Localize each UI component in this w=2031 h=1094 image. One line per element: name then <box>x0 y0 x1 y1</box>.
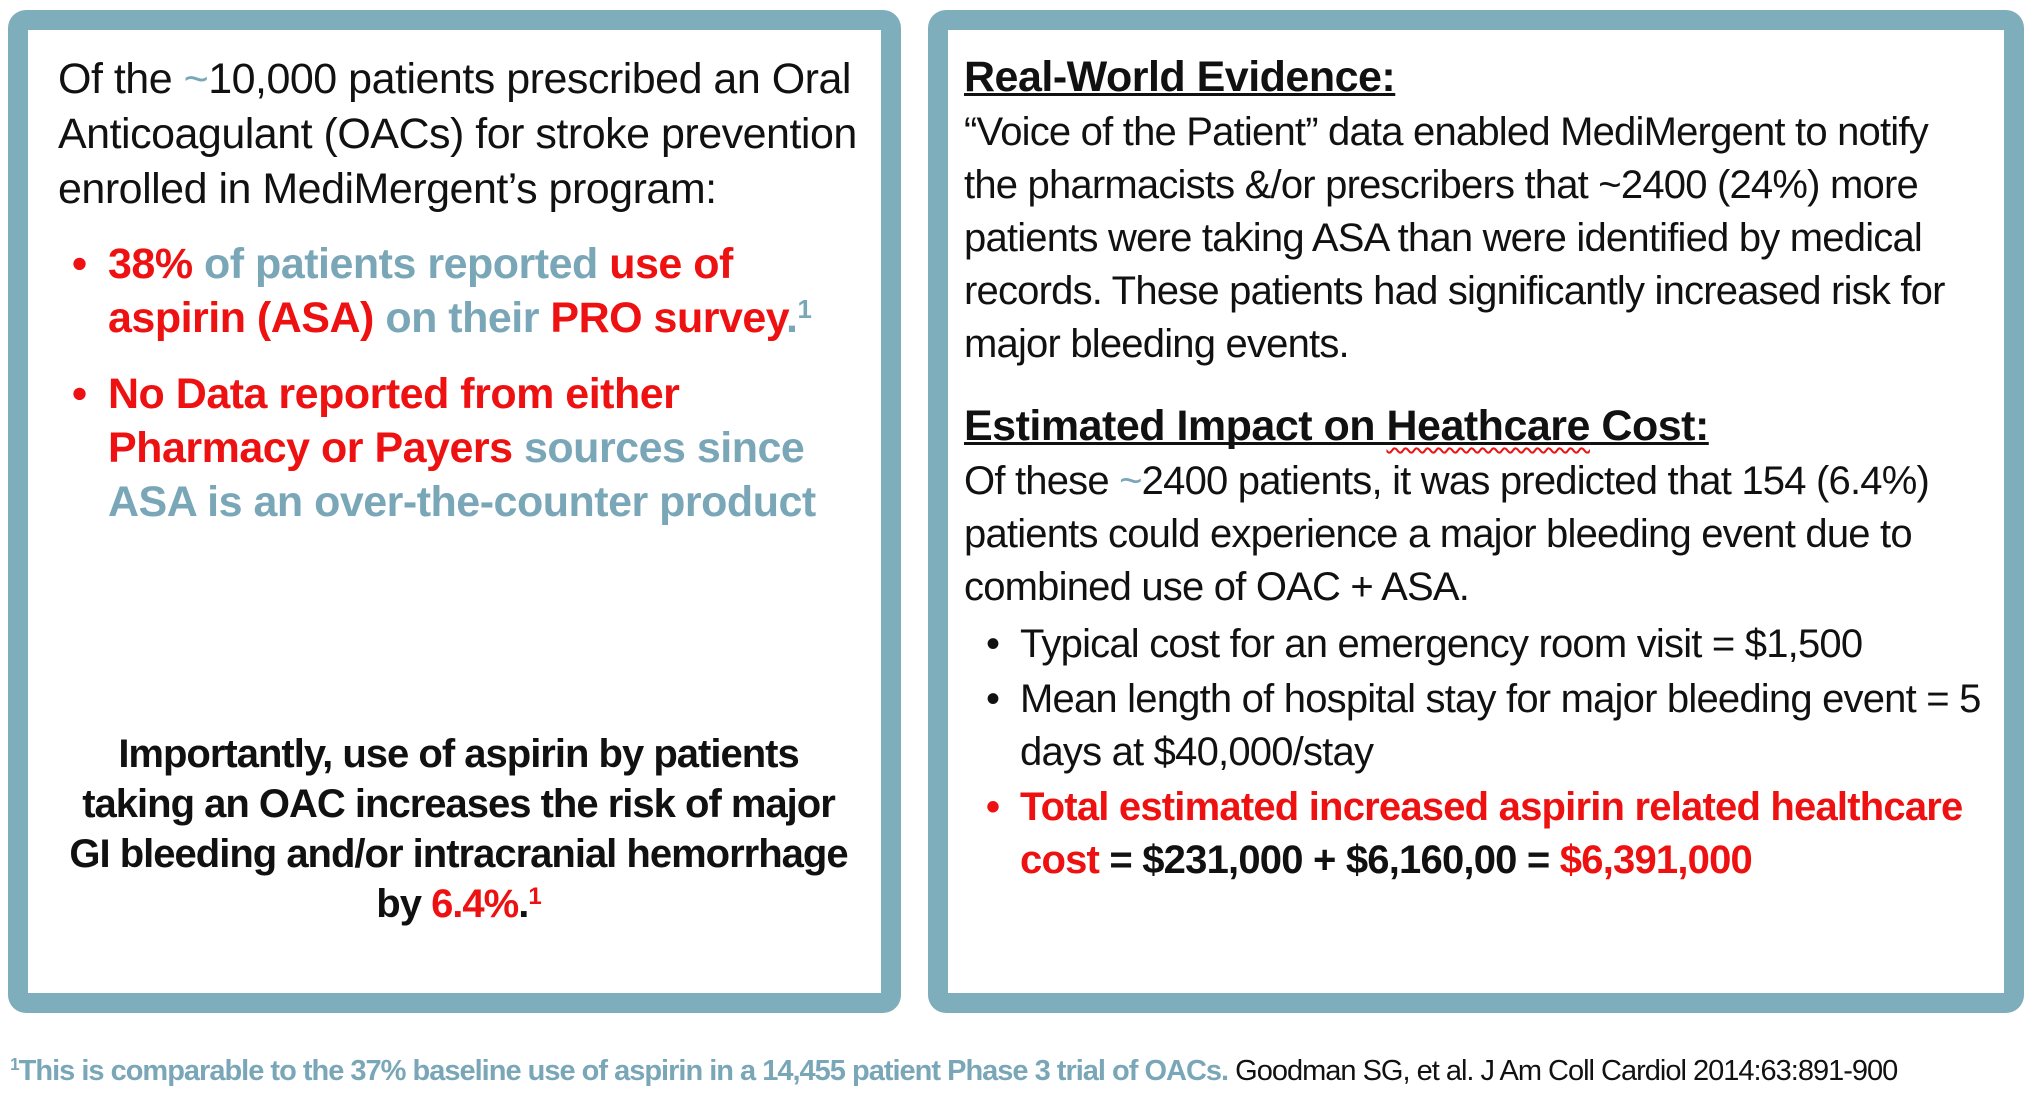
approx-tilde: ~ <box>1119 459 1142 503</box>
section-estimated-impact: Estimated Impact on Heathcare Cost: Of t… <box>964 399 1984 887</box>
left-panel: Of the ~10,000 patients prescribed an Or… <box>8 10 901 1013</box>
right-panel: Real-World Evidence: “Voice of the Patie… <box>928 10 2024 1013</box>
footnote-lead-text: This is comparable to the 37% baseline u… <box>18 1055 1229 1087</box>
bullet-icon: • <box>986 677 1000 721</box>
footnote-marker: 1 <box>10 1054 20 1075</box>
section-heading-real-world-evidence: Real-World Evidence: <box>964 53 1396 101</box>
total-cost-label: Total estimated increased aspirin relate… <box>1020 785 1963 882</box>
approx-tilde: ~ <box>183 55 209 103</box>
heading-segment-misspelled: Heathcare <box>1386 402 1590 450</box>
bullet-item-total-cost: • Total estimated increased aspirin relat… <box>986 781 1984 887</box>
section-heading-estimated-impact: Estimated Impact on Heathcare Cost: <box>964 399 1984 453</box>
footnote-marker: 1 <box>797 295 812 324</box>
bullet-item-hospital-stay: • Mean length of hospital stay for major … <box>986 673 1984 779</box>
estimated-impact-body: Of these ~2400 patients, it was predicte… <box>964 455 1984 614</box>
intro-segment-2: 10,000 patients prescribed an Oral Antic… <box>58 55 857 213</box>
cost-bullet-list: • Typical cost for an emergency room visi… <box>964 618 1984 887</box>
conclusion-period: . <box>518 882 529 926</box>
bullet1-segment-5: PRO survey <box>550 294 787 342</box>
section-real-world-evidence: Real-World Evidence: “Voice of the Patie… <box>964 50 1984 371</box>
bullet-icon: • <box>72 240 87 288</box>
heading-segment-1: Estimated Impact on <box>964 402 1387 450</box>
hospital-stay-text: Mean length of hospital stay for major b… <box>1020 677 1981 774</box>
bullet1-segment-1: 38% <box>108 240 205 288</box>
bullet1-segment-6: . <box>786 294 798 342</box>
impact-body-segment-2: 2400 patients, it was predicted that 154… <box>964 459 1930 609</box>
total-cost-equation: = $231,000 + $6,160,00 = <box>1099 838 1560 882</box>
bullet1-segment-3: use of aspirin (ASA) <box>108 240 733 342</box>
total-cost-value: $6,391,000 <box>1559 838 1753 882</box>
conclusion-segment-1: Importantly, use of aspirin by patients … <box>69 732 848 926</box>
bullet-item-asa-use: • 38% of patients reported use of aspirin… <box>72 237 859 351</box>
heading-segment-3: Cost: <box>1589 402 1709 450</box>
conclusion-paragraph: Importantly, use of aspirin by patients … <box>58 729 859 935</box>
bullet-item-no-data: • No Data reported from either Pharmacy o… <box>72 367 859 529</box>
footnote-lead: 1This is comparable to the 37% baseline … <box>10 1054 1229 1087</box>
bullet-icon: • <box>986 622 1000 666</box>
conclusion-percентage: 6.4% <box>431 882 519 926</box>
bullet1-segment-4: on their <box>385 294 551 342</box>
left-bullet-list: • 38% of patients reported use of aspirin… <box>58 237 859 545</box>
intro-segment-1: Of the <box>58 55 184 103</box>
bullet1-segment-2: of patients reported <box>204 240 610 288</box>
bullet2-segment-1: No Data reported from either Pharmacy or… <box>108 370 680 472</box>
bullet2-segment-2: sources since ASA is an over-the-counter… <box>108 424 816 526</box>
impact-body-segment-1: Of these <box>964 459 1120 503</box>
real-world-evidence-body: “Voice of the Patient” data enabled Medi… <box>964 110 1945 366</box>
footnote: 1This is comparable to the 37% baseline … <box>10 1051 2025 1094</box>
footnote-marker: 1 <box>528 882 541 910</box>
intro-paragraph: Of the ~10,000 patients prescribed an Or… <box>58 52 859 217</box>
bullet-item-er-cost: • Typical cost for an emergency room visi… <box>986 618 1984 671</box>
bullet-icon: • <box>986 785 1000 829</box>
er-cost-text: Typical cost for an emergency room visit… <box>1020 622 1863 666</box>
bullet-icon: • <box>72 370 87 418</box>
citation: Goodman SG, et al. J Am Coll Cardiol 201… <box>1228 1055 1898 1087</box>
